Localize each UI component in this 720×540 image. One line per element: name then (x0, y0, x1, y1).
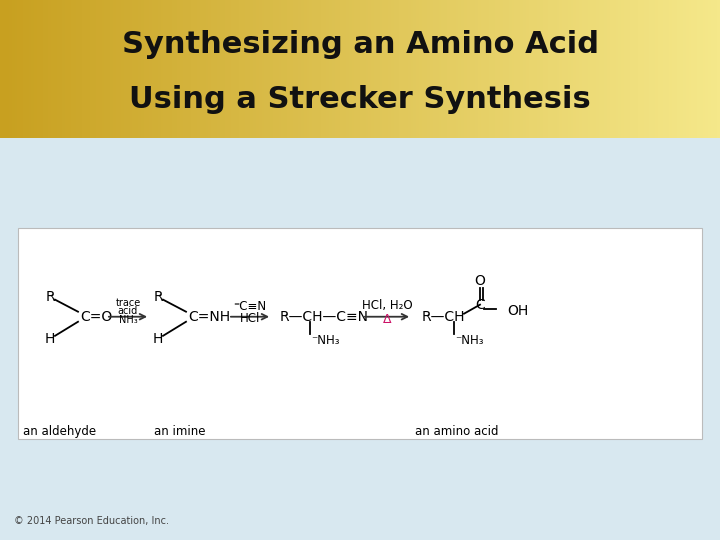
Text: R: R (45, 289, 55, 303)
Text: ⁻NH₃: ⁻NH₃ (311, 334, 340, 347)
Text: R—CH—C≡N: R—CH—C≡N (280, 310, 369, 323)
Text: OH: OH (507, 303, 528, 318)
Text: Synthesizing an Amino Acid: Synthesizing an Amino Acid (122, 30, 598, 58)
Text: ⁼C≡N: ⁼C≡N (233, 300, 266, 313)
Text: an amino acid: an amino acid (415, 425, 499, 438)
Text: O: O (474, 274, 485, 287)
Text: © 2014 Pearson Education, Inc.: © 2014 Pearson Education, Inc. (14, 516, 169, 526)
Text: R—CH: R—CH (422, 310, 466, 323)
Text: trace: trace (115, 298, 140, 308)
Text: NH₃: NH₃ (119, 315, 138, 325)
Text: H: H (153, 332, 163, 346)
Text: H: H (45, 332, 55, 346)
Text: C=NH: C=NH (188, 310, 230, 323)
Text: Δ: Δ (383, 313, 391, 326)
Text: an aldehyde: an aldehyde (24, 425, 96, 438)
Text: ⁻NH₃: ⁻NH₃ (455, 334, 484, 347)
Text: HCl: HCl (240, 312, 260, 325)
Text: C=O: C=O (80, 310, 112, 323)
Text: acid: acid (118, 306, 138, 316)
Text: Using a Strecker Synthesis: Using a Strecker Synthesis (129, 85, 591, 113)
Text: an imine: an imine (154, 425, 206, 438)
Text: HCl, H₂O: HCl, H₂O (361, 299, 413, 312)
Text: C: C (475, 298, 485, 312)
Bar (18, 228, 702, 440)
Text: R: R (153, 289, 163, 303)
